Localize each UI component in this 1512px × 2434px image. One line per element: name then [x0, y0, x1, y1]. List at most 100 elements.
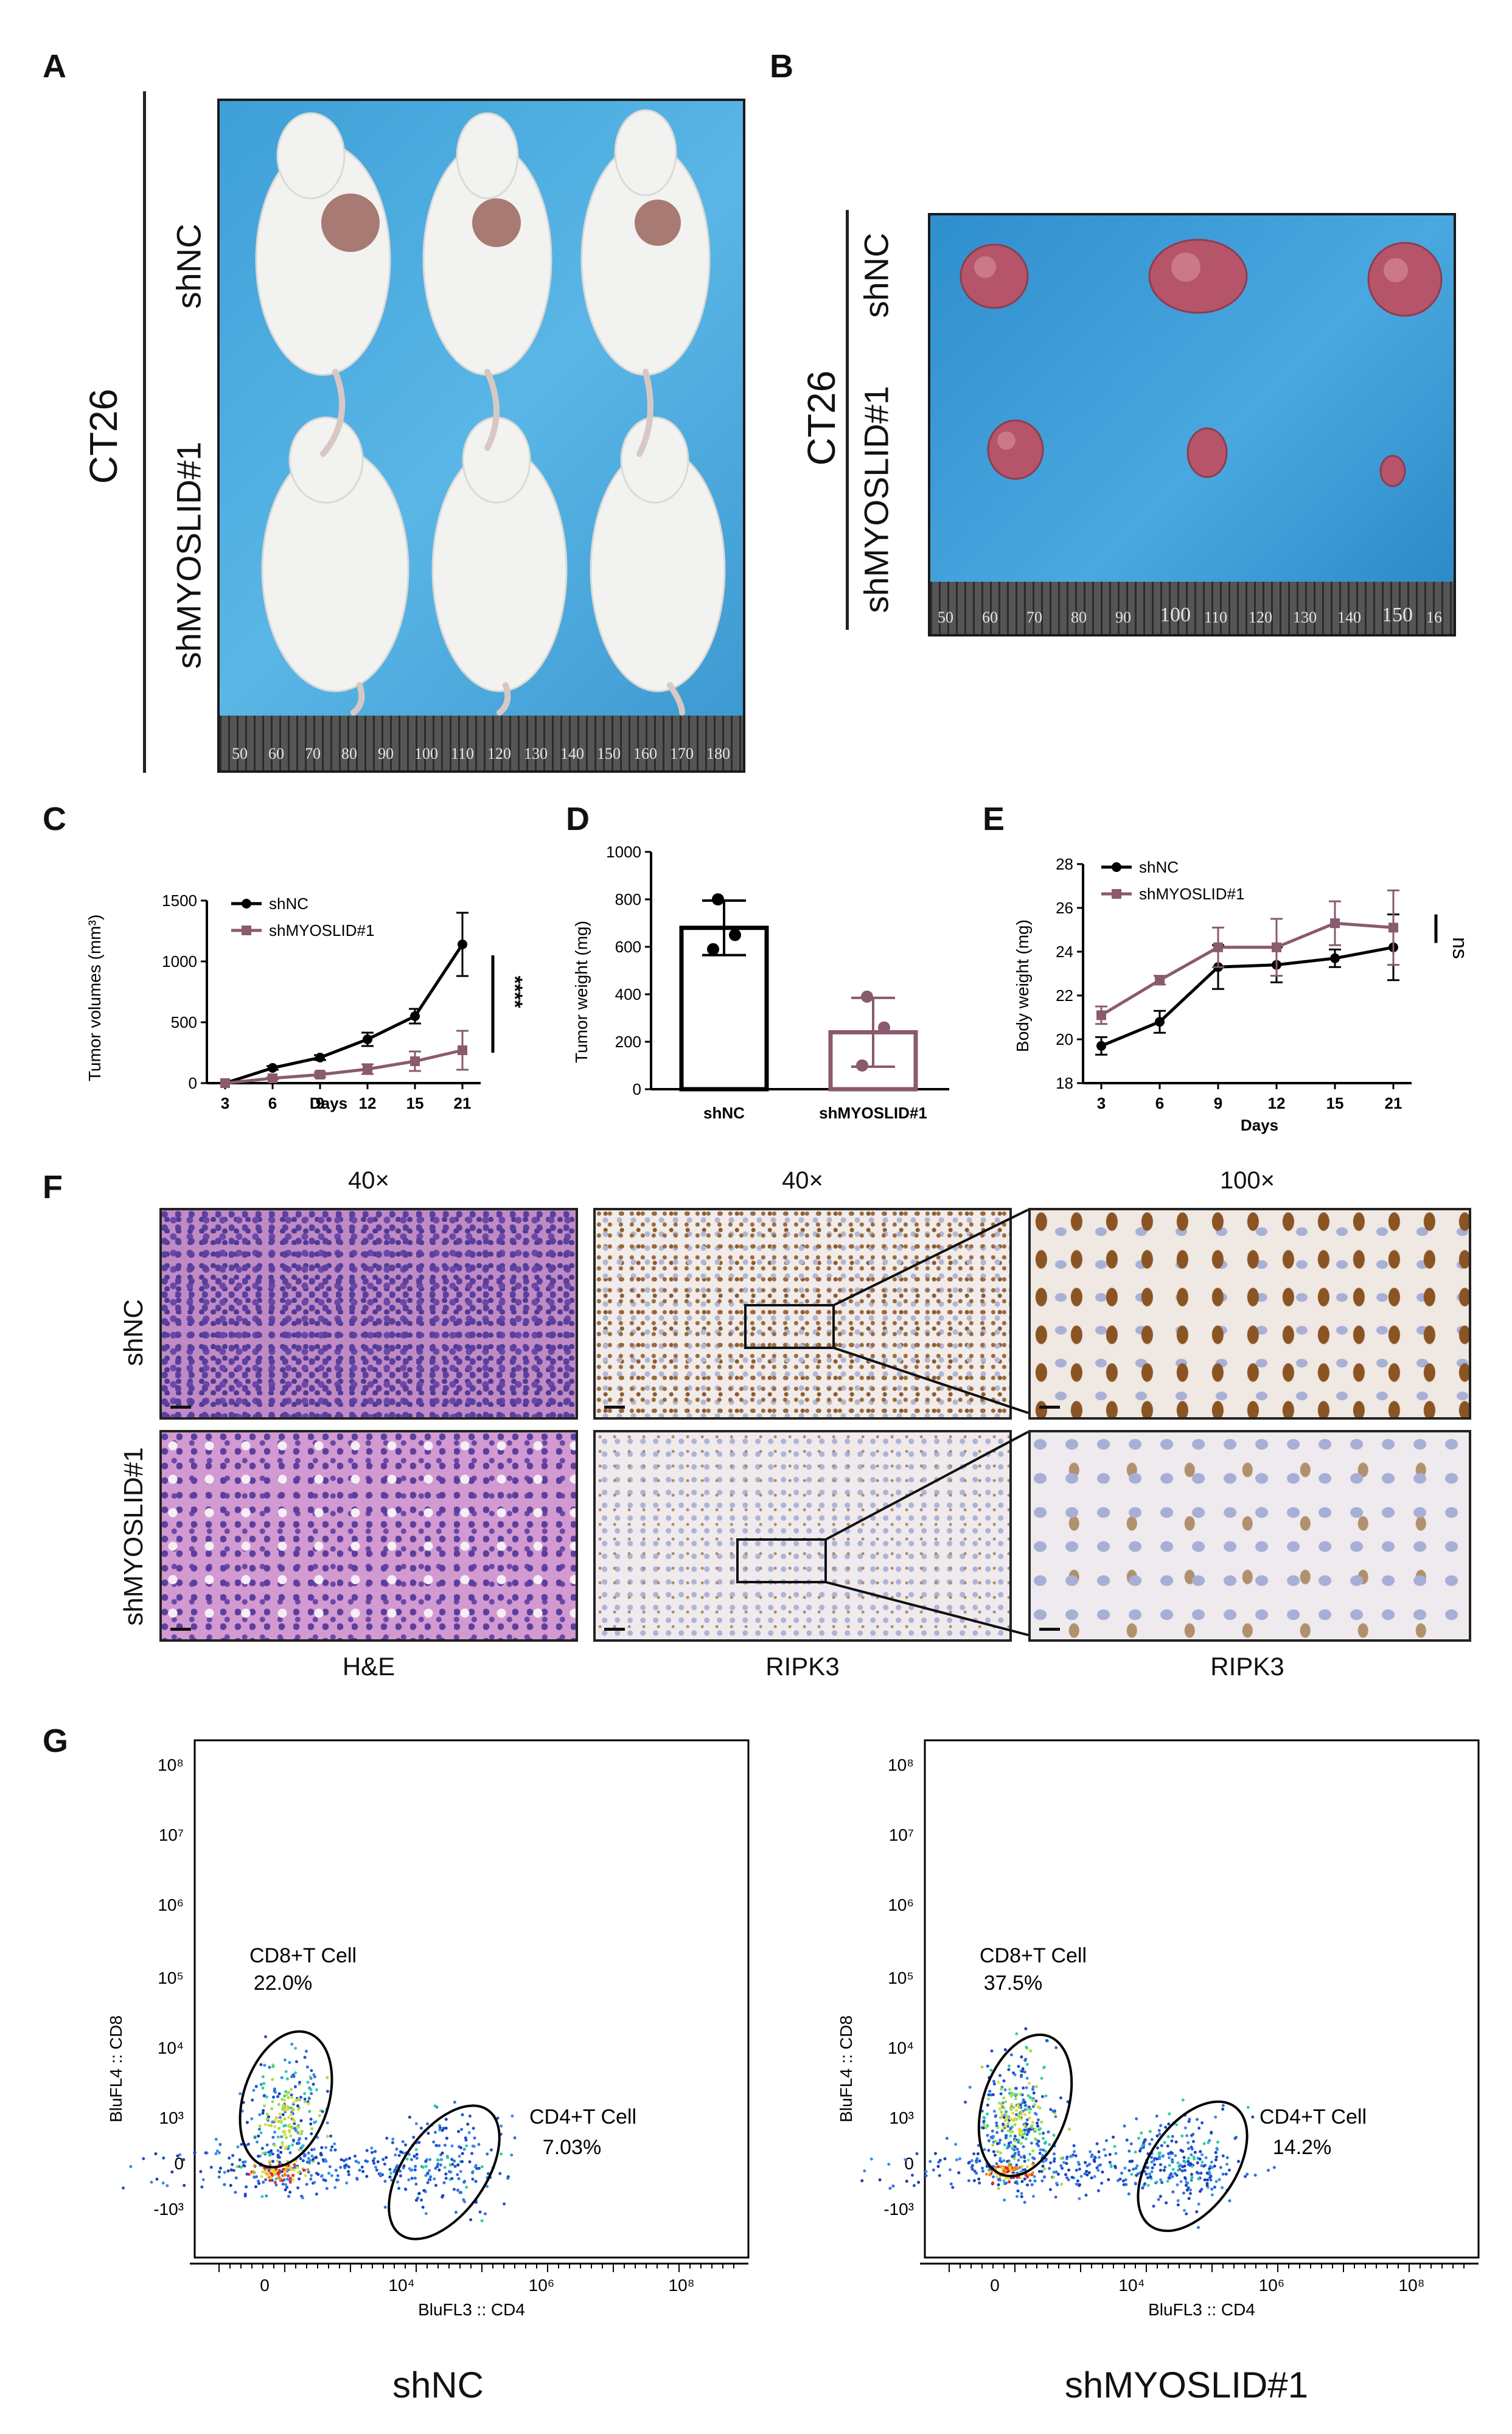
event-dot [1049, 2161, 1053, 2164]
cd8-gate-label: CD8+T Cell [980, 1944, 1087, 1967]
event-dot [421, 2205, 425, 2209]
event-dot [294, 2060, 298, 2063]
event-dot [987, 2097, 991, 2101]
event-dot [459, 2170, 462, 2174]
event-dot [308, 2161, 312, 2164]
event-dot [271, 2152, 274, 2156]
event-dot [291, 2108, 294, 2111]
event-dot [958, 2157, 962, 2161]
event-dot [462, 2147, 466, 2151]
ruler-tick: 160 [633, 745, 657, 762]
event-dot [1040, 2179, 1044, 2183]
event-dot [471, 2171, 475, 2174]
event-dot [1158, 2178, 1162, 2181]
event-dot [987, 2139, 991, 2143]
event-dot [442, 2127, 445, 2130]
event-dot [296, 2125, 299, 2129]
panel-label-e: E [983, 801, 1005, 837]
event-dot [261, 2111, 265, 2115]
event-dot [1144, 2172, 1148, 2176]
panel-f-footer-3: RIPK3 [1210, 1652, 1284, 1681]
event-dot [1023, 2113, 1027, 2116]
y-tick-label: 10⁷ [889, 1826, 914, 1844]
event-dot [214, 2152, 218, 2155]
event-dot [1244, 2175, 1247, 2178]
event-dot [327, 2171, 331, 2175]
event-dot [1014, 2113, 1018, 2116]
event-dot [1168, 2164, 1171, 2167]
event-dot [1221, 2154, 1225, 2158]
event-dot [1143, 2138, 1147, 2142]
event-dot [329, 2134, 333, 2138]
event-dot [276, 2153, 280, 2157]
event-dot [1054, 2115, 1057, 2118]
event-dot [1028, 2116, 1031, 2120]
event-dot [1011, 2130, 1014, 2133]
event-dot [265, 2143, 269, 2147]
event-dot [434, 2183, 437, 2187]
event-dot [975, 2160, 978, 2164]
event-dot [395, 2180, 399, 2184]
event-dot [1132, 2167, 1135, 2171]
event-dot [1073, 2150, 1076, 2153]
flow-plot-shnc: 10⁸ 10⁷ 10⁶ 10⁵ 10⁴ 10³ 0 -10³ 0 10⁴ 10⁶ 10⁸ BluFL3 … [106, 1739, 750, 2319]
event-dot [1188, 2118, 1191, 2121]
ruler-tick: 130 [524, 745, 548, 762]
event-dot [268, 2163, 272, 2167]
series-line-1 [1100, 921, 1394, 1017]
event-dot [250, 2117, 254, 2121]
event-dot [290, 2042, 294, 2046]
event-dot [376, 2160, 380, 2164]
event-dot [932, 2168, 935, 2172]
event-dot [1033, 2137, 1037, 2141]
event-dot [1098, 2155, 1101, 2159]
event-dot [1047, 2130, 1050, 2134]
event-dot [1141, 2186, 1144, 2190]
cd8-gate-label: CD8+T Cell [249, 1944, 357, 1967]
event-dot [1186, 2160, 1190, 2163]
event-dot [1005, 2110, 1008, 2114]
event-dot [288, 2180, 292, 2184]
event-dot [1097, 2150, 1101, 2153]
event-dot [1023, 2200, 1026, 2204]
event-dot [1078, 2183, 1081, 2186]
event-dot [1002, 2079, 1006, 2083]
event-dot [1032, 2091, 1036, 2095]
event-dot [1031, 2099, 1034, 2102]
event-dot [259, 2063, 263, 2066]
event-dot [1007, 2163, 1011, 2167]
x-tick-label: 12 [1268, 1094, 1286, 1112]
event-dot [426, 2122, 430, 2125]
data-point [856, 1059, 868, 1072]
tumors-photo: 50 60 70 80 90 100 110 120 130 140 150 1… [928, 213, 1456, 636]
event-dot [1221, 2186, 1224, 2189]
event-dot [291, 2178, 295, 2181]
event-dot [995, 2131, 999, 2135]
ruler-tick: 110 [1204, 608, 1228, 626]
chart-c-ylabel: Tumor volumes (mm³) [85, 915, 104, 1081]
event-dot [1023, 2059, 1027, 2062]
event-dot [951, 2186, 955, 2189]
event-dot [1020, 2113, 1023, 2116]
event-dot [1224, 2172, 1228, 2176]
event-dot [247, 2172, 251, 2176]
chart-c-axes: 0 500 1000 1500 3 6 9 12 15 21 Days [162, 891, 481, 1112]
event-dot [878, 2178, 882, 2181]
event-dot [267, 2169, 271, 2172]
event-dot [496, 2116, 500, 2120]
event-dot [1014, 2097, 1017, 2101]
event-dot [1221, 2107, 1225, 2111]
event-dot [277, 2175, 281, 2179]
panel-label-a: A [43, 48, 66, 85]
event-dot [1155, 2134, 1159, 2138]
x-tick-label: 10⁴ [1118, 2276, 1144, 2295]
event-dot [1031, 2171, 1035, 2175]
event-dot [413, 2177, 417, 2180]
event-dot [374, 2150, 377, 2153]
event-dot [1218, 2178, 1221, 2181]
event-dot [235, 2165, 239, 2169]
event-dot [967, 2179, 970, 2183]
plot-frame [924, 1739, 1480, 2259]
event-dot [459, 2146, 462, 2149]
event-dot [994, 2153, 997, 2157]
